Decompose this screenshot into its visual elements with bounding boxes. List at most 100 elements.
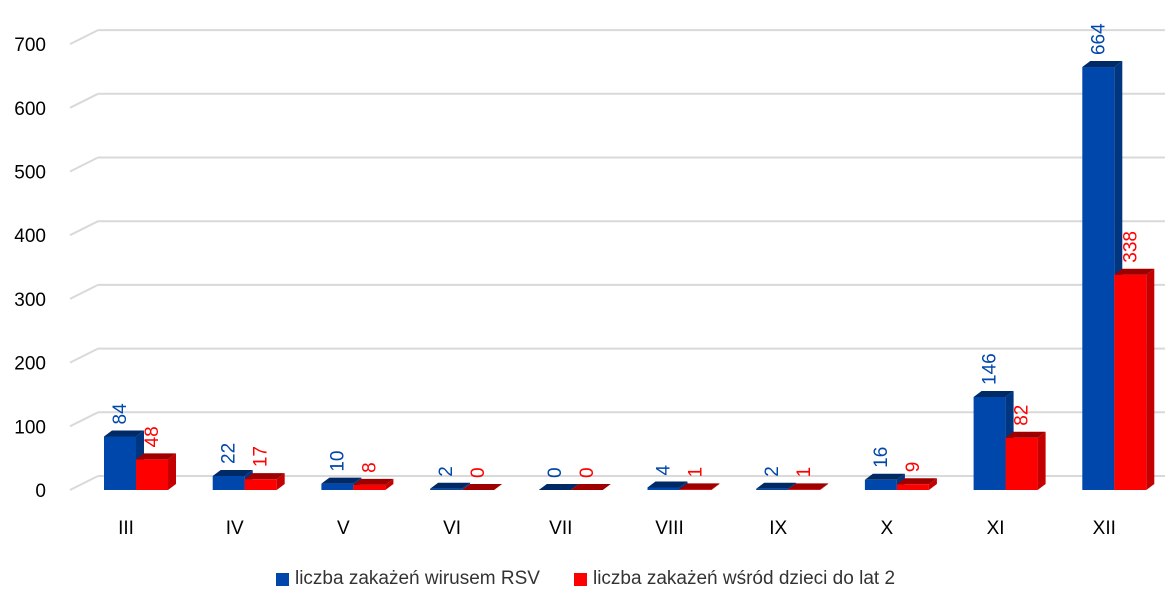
bar-top bbox=[462, 484, 503, 490]
bar-front bbox=[430, 488, 463, 490]
x-category-label: XI bbox=[987, 518, 1005, 539]
bar-front bbox=[104, 436, 136, 490]
legend-swatch-rsv bbox=[275, 572, 289, 586]
legend-swatch-children bbox=[573, 572, 587, 586]
data-label-rsv: 4 bbox=[654, 464, 675, 475]
bar-front bbox=[896, 484, 929, 490]
bar-rsv bbox=[430, 482, 471, 490]
bar-front bbox=[1114, 274, 1147, 490]
data-label-children: 8 bbox=[359, 462, 380, 473]
bar-children bbox=[788, 483, 829, 490]
gridline-depth bbox=[69, 475, 99, 491]
bar-side bbox=[168, 453, 176, 490]
bar-top bbox=[788, 483, 829, 490]
bar-rsv bbox=[538, 484, 579, 491]
y-tick-label: 500 bbox=[14, 163, 46, 184]
bar-top bbox=[212, 469, 253, 476]
bar-side bbox=[928, 478, 937, 490]
bar-front bbox=[353, 484, 386, 490]
bar-top bbox=[896, 478, 937, 485]
y-tick-label: 100 bbox=[14, 417, 46, 438]
x-category-label: XII bbox=[1093, 518, 1116, 539]
y-tick-label: 200 bbox=[14, 354, 46, 375]
y-tick-label: 600 bbox=[14, 99, 46, 120]
legend: liczba zakażeń wirusem RSV liczba zakaże… bbox=[0, 568, 1171, 590]
bar-top bbox=[864, 473, 905, 480]
bar-side bbox=[462, 482, 471, 490]
y-tick-label: 400 bbox=[14, 226, 46, 247]
data-label-children: 338 bbox=[1120, 231, 1141, 263]
bar-top bbox=[756, 482, 797, 489]
bar-side bbox=[1037, 431, 1046, 490]
data-label-rsv: 10 bbox=[327, 450, 348, 471]
bar-front bbox=[212, 475, 245, 490]
data-label-children: 0 bbox=[468, 467, 489, 478]
bar-side bbox=[820, 483, 829, 490]
x-category-label: III bbox=[118, 518, 134, 539]
data-label-rsv: 664 bbox=[1088, 23, 1109, 55]
y-tick-label: 300 bbox=[14, 290, 46, 311]
bar-children bbox=[244, 473, 285, 490]
bar-children bbox=[1114, 268, 1155, 490]
bar-top bbox=[1005, 431, 1046, 438]
bar-top bbox=[679, 483, 720, 490]
x-category-label: IV bbox=[226, 518, 244, 539]
bars bbox=[104, 61, 1155, 491]
legend-item-children: liczba zakażeń wśród dzieci do lat 2 bbox=[573, 568, 896, 590]
bar-front bbox=[864, 479, 897, 490]
bar-side bbox=[385, 478, 394, 490]
bar-top bbox=[1114, 268, 1155, 275]
bar-top bbox=[430, 482, 471, 489]
bar-side bbox=[1146, 268, 1155, 490]
x-category-label: VIII bbox=[655, 518, 684, 539]
bar-front bbox=[647, 487, 680, 490]
gridline-depth bbox=[69, 411, 99, 428]
data-label-children: 48 bbox=[142, 426, 163, 447]
bar-children bbox=[136, 453, 176, 490]
bar-top bbox=[321, 477, 362, 484]
data-label-children: 82 bbox=[1012, 405, 1033, 426]
data-label-rsv: 2 bbox=[762, 466, 783, 477]
bar-children bbox=[462, 484, 503, 491]
bar-top bbox=[538, 484, 579, 490]
bar-top bbox=[136, 453, 176, 460]
gridline-depth bbox=[69, 92, 99, 109]
bar-front bbox=[756, 488, 789, 490]
data-label-rsv: 22 bbox=[219, 443, 240, 464]
data-label-children: 1 bbox=[794, 467, 815, 478]
data-label-rsv: 16 bbox=[871, 447, 892, 468]
bar-top bbox=[353, 478, 394, 485]
data-label-children: 17 bbox=[251, 446, 272, 467]
data-label-children: 9 bbox=[903, 462, 924, 473]
legend-label-rsv: liczba zakażeń wirusem RSV bbox=[294, 568, 540, 589]
bar-front bbox=[679, 489, 712, 490]
data-label-rsv: 0 bbox=[545, 467, 566, 478]
bar-children bbox=[1005, 431, 1046, 490]
data-label-rsv: 84 bbox=[110, 403, 131, 425]
gridline-depth bbox=[69, 29, 99, 45]
legend-item-rsv: liczba zakażeń wirusem RSV bbox=[275, 568, 540, 590]
bar-top bbox=[973, 390, 1014, 397]
bar-top bbox=[647, 481, 688, 488]
gridline-depth bbox=[69, 220, 99, 237]
data-label-children: 1 bbox=[686, 467, 707, 478]
bar-front bbox=[321, 483, 354, 490]
bar-top bbox=[1082, 61, 1123, 68]
y-axis-ticks: 0 100 200 300 400 500 600 700 bbox=[14, 35, 46, 502]
x-category-label: V bbox=[337, 518, 350, 539]
legend-label-children: liczba zakażeń wśród dzieci do lat 2 bbox=[592, 568, 896, 589]
bar-top bbox=[244, 473, 285, 480]
bar-top bbox=[570, 484, 611, 490]
x-category-label: VI bbox=[443, 518, 461, 539]
x-axis-categories: III IV V VI VII VIII IX X XI XII bbox=[118, 518, 1116, 539]
data-label-rsv: 146 bbox=[980, 353, 1001, 385]
y-tick-label: 0 bbox=[35, 481, 46, 502]
bar-children bbox=[353, 478, 394, 490]
bar-front bbox=[136, 459, 168, 490]
bar-children bbox=[679, 483, 720, 490]
bar-front bbox=[1005, 437, 1038, 490]
x-category-label: VII bbox=[549, 518, 572, 539]
bar-front bbox=[1082, 67, 1115, 491]
